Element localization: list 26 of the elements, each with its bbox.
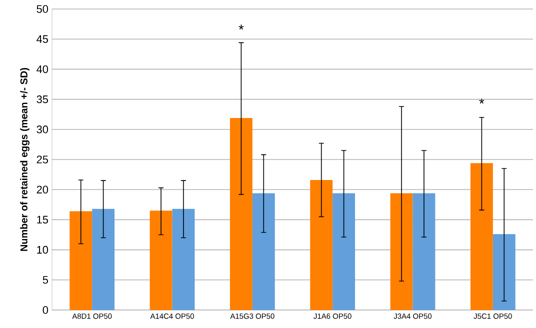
y-tick-label: 40: [36, 65, 48, 74]
bar: [92, 208, 115, 310]
annotation: *: [479, 98, 484, 104]
y-tick-label: 30: [36, 126, 48, 134]
bar: [470, 163, 493, 310]
bar: [412, 193, 436, 310]
bar: [70, 211, 92, 310]
bar: [252, 193, 275, 310]
bar: [310, 180, 333, 310]
bar: [332, 193, 356, 310]
bar: [172, 208, 195, 310]
annotation: *: [238, 24, 244, 30]
y-tick-label: 10: [37, 246, 48, 254]
y-tick-label: 45: [36, 35, 48, 43]
bar: [230, 118, 252, 310]
y-tick-label: 25: [36, 156, 48, 164]
bar: [492, 234, 516, 310]
bar: [390, 193, 413, 310]
bar: [150, 210, 172, 310]
y-axis-title: Number of retained eggs (mean +/- SD): [20, 68, 30, 251]
y-tick-label: 35: [36, 95, 48, 104]
y-tick-label: 5: [42, 276, 48, 284]
y-tick-label: 20: [36, 186, 48, 194]
y-tick-label: 50: [36, 5, 48, 13]
y-tick-label: 15: [37, 216, 48, 224]
y-tick-label: 0: [42, 306, 48, 314]
